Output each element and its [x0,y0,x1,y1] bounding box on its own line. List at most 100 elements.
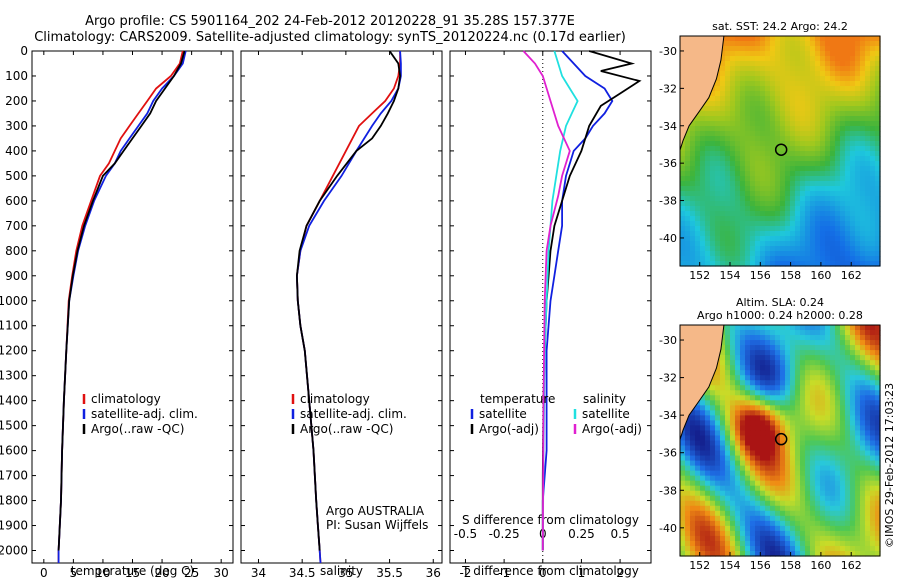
map-cell [750,51,756,57]
map-x-tick-label: 158 [780,559,801,572]
map-cell [730,420,736,427]
map-cell [780,126,786,132]
map-cell [745,430,751,437]
map-cell [810,485,816,492]
legend-label: satellite [582,407,630,421]
map-cell [815,540,821,547]
map-cell [860,360,866,366]
y-tick-label: 0 [20,44,28,58]
map-cell [735,36,741,42]
map-cell [750,475,756,482]
map-cell [800,420,806,427]
map-cell [805,485,811,492]
map-cell [850,186,856,192]
map-cell [825,66,831,72]
map-cell [810,176,816,182]
map-cell [770,231,776,237]
map-cell [765,231,771,237]
map-cell [790,415,796,422]
map-cell [760,490,766,497]
map-cell [790,360,796,366]
map-cell [835,71,841,77]
map-cell [730,246,736,252]
map-cell [855,231,861,237]
map-cell [765,151,771,157]
map-cell [775,206,781,212]
map-cell [760,161,766,167]
map-cell [870,186,876,192]
map-cell [855,171,861,177]
attribution-note: PI: Susan Wijffels [326,518,428,532]
map-cell [725,211,731,217]
map-cell [875,455,881,462]
map-cell [765,465,771,472]
map-cell [730,131,736,137]
map-cell [770,330,776,336]
map-cell [745,251,751,257]
map-cell [690,495,696,502]
legend-label: climatology [91,392,161,406]
map-cell [845,485,851,492]
map-cell [770,460,776,467]
map-cell [770,400,776,406]
map-cell [875,131,881,137]
map-cell [735,545,741,552]
map-cell [800,81,806,87]
map-cell [865,126,871,132]
map-cell [770,186,776,192]
map-cell [865,415,871,422]
map-cell [865,191,871,197]
map-cell [745,450,751,457]
map-cell [870,395,876,401]
map-frame [679,324,881,557]
map-cell [870,251,876,257]
map-cell [800,191,806,197]
map-cell [765,141,771,147]
map-cell [820,211,826,217]
map-cell [865,91,871,97]
map-title: Argo h1000: 0.24 h2000: 0.28 [697,309,863,322]
map-cell [790,176,796,182]
map-cell [835,520,841,527]
map-cell [830,96,836,102]
map-cell [700,410,706,416]
map-cell [720,131,726,137]
map-cell [825,530,831,537]
series-line-argo-raw-qc- [57,50,186,551]
map-cell [800,380,806,386]
map-cell [835,405,841,411]
map-cell [760,171,766,177]
map-cell [870,156,876,162]
map-cell [785,445,791,452]
map-cell [680,515,686,522]
map-cell [800,176,806,182]
map-cell [875,251,881,257]
map-cell [790,550,796,557]
map-cell [830,385,836,391]
map-cell [680,430,686,437]
map-cell [760,455,766,462]
map-cell [725,480,731,487]
map-cell [875,41,881,47]
map-cell [795,385,801,391]
map-cell [770,61,776,67]
map-cell [830,216,836,222]
map-cell [810,360,816,366]
map-cell [840,226,846,232]
map-cell [785,480,791,487]
map-cell [855,480,861,487]
map-cell [825,370,831,376]
map-cell [820,360,826,366]
map-cell [720,101,726,107]
map-cell [760,355,766,361]
map-cell [690,550,696,557]
map-cell [760,485,766,492]
map-cell [740,520,746,527]
map-cell [765,325,771,331]
map-cell [790,330,796,336]
map-cell [775,470,781,477]
map-cell [860,395,866,401]
argo-location-marker [774,432,788,446]
map-cell [840,440,846,447]
map-cell [735,550,741,557]
